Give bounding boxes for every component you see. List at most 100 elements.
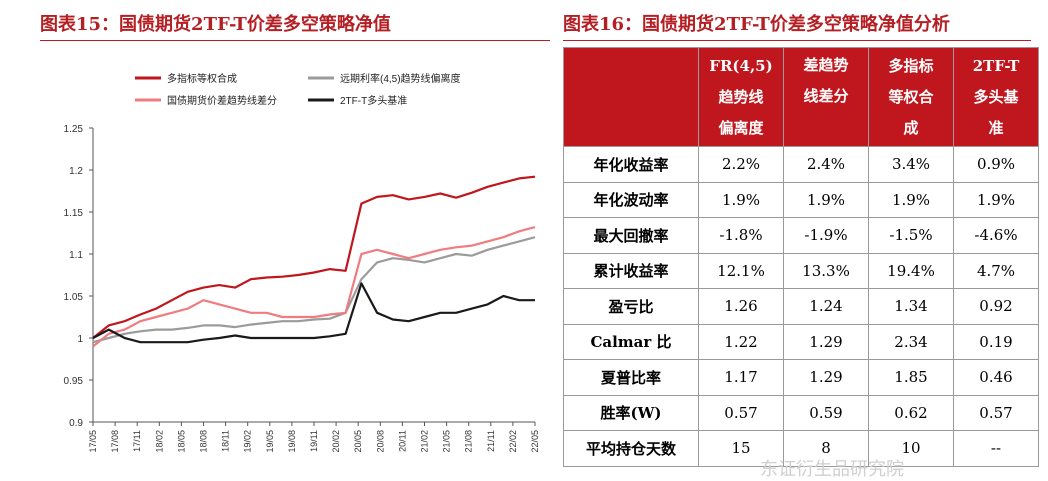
net-value-line-chart: 0.9 0.95 1 1.05 1.1 1.15 1.2 1.25 17/05 17/08 17/1…	[64, 72, 540, 453]
row-label: 胜率(W)	[563, 394, 699, 431]
header-col-3-line-3: 成	[903, 118, 919, 137]
legend-label: 国债期货价差趋势线差分	[167, 94, 277, 107]
x-tick-label: 22/02	[508, 430, 518, 453]
header-col-1: FR(4,5) 趋势线 偏离度	[698, 47, 784, 147]
table-cell: 0.92	[953, 288, 1039, 325]
table-cell: 13.3%	[783, 252, 869, 289]
header-col-3: 多指标 等权合 成	[868, 47, 954, 147]
table-cell: 15	[698, 430, 784, 467]
row-label: 年化波动率	[563, 181, 699, 218]
table-header-row: FR(4,5) 趋势线 偏离度 差趋势 线差分 多指标 等权合 成 2TF-T …	[563, 47, 1039, 147]
table-row: Calmar 比 1.22 1.29 2.34 0.19	[563, 323, 1039, 360]
table-cell: 3.4%	[868, 146, 954, 183]
x-tick-label: 21/11	[486, 430, 496, 452]
table-cell: 0.9%	[953, 146, 1039, 183]
y-tick-label: 1.2	[69, 166, 83, 177]
table-row: 累计收益率 12.1% 13.3% 19.4% 4.7%	[563, 252, 1039, 289]
x-tick-label: 20/05	[353, 430, 363, 453]
row-label: 夏普比率	[563, 359, 699, 396]
table-cell: 1.17	[698, 359, 784, 396]
header-col-4-line-3: 准	[988, 118, 1004, 137]
table-corner-cell	[563, 47, 699, 147]
header-col-3-line-2: 等权合	[888, 87, 934, 106]
x-tick-label: 20/08	[375, 430, 385, 453]
table-row: 年化波动率 1.9% 1.9% 1.9% 1.9%	[563, 181, 1039, 218]
table-cell: 0.57	[698, 394, 784, 431]
table-cell: -1.5%	[868, 217, 954, 254]
x-tick-label: 18/11	[221, 430, 231, 452]
row-label: Calmar 比	[563, 323, 699, 360]
table-cell: 0.59	[783, 394, 869, 431]
table-row: 年化收益率 2.2% 2.4% 3.4% 0.9%	[563, 146, 1039, 183]
x-tick-label: 21/08	[464, 430, 474, 453]
table-cell: 1.26	[698, 288, 784, 325]
series-line-3	[92, 226, 536, 348]
table-cell: 12.1%	[698, 252, 784, 289]
table-cell: 1.24	[783, 288, 869, 325]
table-cell: 10	[868, 430, 954, 467]
header-col-2-line-2: 线差分	[803, 87, 849, 105]
legend-label: 远期利率(4,5)趋势线偏离度	[340, 72, 461, 85]
table-cell: 4.7%	[953, 252, 1039, 289]
table-cell: 0.62	[868, 394, 954, 431]
table-title: 图表16：国债期货2TF-T价差多空策略净值分析	[563, 14, 950, 35]
header-col-4: 2TF-T 多头基 准	[953, 47, 1039, 147]
table-cell: -4.6%	[953, 217, 1039, 254]
header-col-1-line-3: 偏离度	[718, 118, 764, 137]
x-tick-label: 21/05	[442, 430, 452, 453]
y-tick-label: 1.15	[64, 208, 84, 219]
chart-title: 图表15：国债期货2TF-T价差多空策略净值	[40, 14, 391, 35]
row-label: 最大回撤率	[563, 217, 699, 254]
table-row: 平均持仓天数 15 8 10 --	[563, 430, 1039, 467]
table-cell: 1.34	[868, 288, 954, 325]
x-tick-label: 17/11	[132, 430, 142, 452]
header-col-3-line-1: 多指标	[888, 56, 934, 75]
x-tick-label: 19/11	[309, 430, 319, 452]
table-cell: 19.4%	[868, 252, 954, 289]
series-line-2	[92, 236, 536, 344]
series-line-1	[92, 175, 536, 339]
table-cell: 1.9%	[953, 181, 1039, 218]
table-cell: 1.9%	[868, 181, 954, 218]
x-tick-label: 19/08	[287, 430, 297, 453]
header-col-1-line-1: FR(4,5)	[709, 56, 773, 75]
header-col-4-line-1: 2TF-T	[972, 56, 1020, 75]
x-tick-label: 17/05	[88, 430, 98, 453]
legend-label: 2TF-T多头基准	[340, 94, 407, 107]
table-row: 最大回撤率 -1.8% -1.9% -1.5% -4.6%	[563, 217, 1039, 254]
table-cell: 1.9%	[698, 181, 784, 218]
x-tick-label: 22/05	[530, 430, 540, 453]
header-col-2: 差趋势 线差分	[783, 47, 869, 147]
table-cell: 8	[783, 430, 869, 467]
x-tick-label: 19/02	[243, 430, 253, 453]
y-tick-label: 0.95	[64, 376, 84, 387]
x-tick-label: 18/08	[199, 430, 209, 453]
row-label: 年化收益率	[563, 146, 699, 183]
header-col-1-line-2: 趋势线	[718, 87, 764, 106]
watermark: 东证衍生品研究院	[760, 459, 904, 480]
table-row: 夏普比率 1.17 1.29 1.85 0.46	[563, 359, 1039, 396]
table-cell: --	[953, 430, 1039, 467]
table-cell: 2.4%	[783, 146, 869, 183]
y-tick-label: 1	[77, 334, 83, 345]
table-cell: 1.29	[783, 323, 869, 360]
table-cell: 0.19	[953, 323, 1039, 360]
x-tick-label: 20/02	[331, 430, 341, 453]
x-tick-label: 17/08	[110, 430, 120, 453]
table-cell: 1.9%	[783, 181, 869, 218]
header-col-2-line-1: 差趋势	[803, 56, 849, 74]
y-tick-label: 0.9	[69, 418, 83, 429]
series-line-4	[92, 282, 535, 344]
table-cell: 1.29	[783, 359, 869, 396]
header-col-4-line-2: 多头基	[973, 87, 1019, 106]
table-cell: 0.57	[953, 394, 1039, 431]
table-cell: 2.34	[868, 323, 954, 360]
table-cell: -1.8%	[698, 217, 784, 254]
x-tick-label: 21/02	[420, 430, 430, 453]
table-cell: 0.46	[953, 359, 1039, 396]
strategy-stats-table: FR(4,5) 趋势线 偏离度 差趋势 线差分 多指标 等权合 成 2TF-T …	[563, 47, 1039, 467]
table-title-rule	[563, 40, 1031, 41]
table-cell: 1.85	[868, 359, 954, 396]
row-label: 平均持仓天数	[563, 430, 699, 467]
legend-label: 多指标等权合成	[167, 72, 237, 85]
